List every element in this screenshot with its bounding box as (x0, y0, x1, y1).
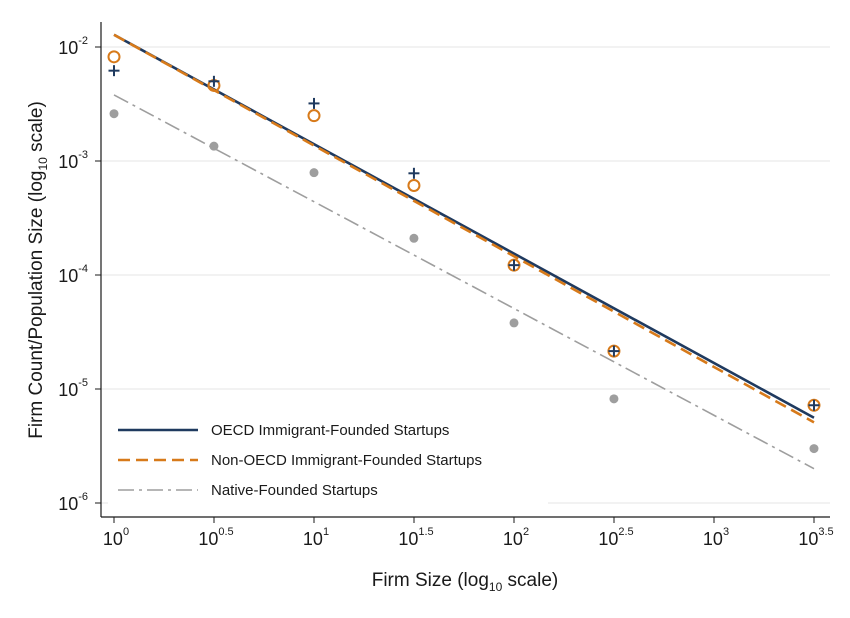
fit-line-circle (113, 33, 815, 424)
x-axis-title-sub: 10 (489, 580, 503, 594)
data-point-native (309, 168, 319, 178)
y-tick-base: 10 (58, 494, 78, 514)
data-point-non-oecd (307, 109, 321, 123)
data-point-native (809, 444, 819, 454)
y-tick-base: 10 (58, 38, 78, 58)
fit-lines (113, 33, 815, 470)
y-tick-exponent: -4 (78, 263, 88, 275)
y-tick-label: 10-4 (58, 263, 88, 286)
legend-label: Native-Founded Startups (211, 482, 378, 499)
x-tick-exponent: 2.5 (618, 526, 633, 538)
data-points (107, 50, 821, 454)
data-point-non-oecd (407, 178, 421, 192)
y-axis-title-sub: 10 (36, 157, 50, 171)
x-tick-base: 10 (303, 529, 323, 549)
data-point-native (609, 394, 619, 404)
data-point-oecd (408, 167, 420, 179)
x-tick-label: 100.5 (198, 526, 233, 549)
y-tick-label: 10-2 (58, 35, 88, 58)
y-tick-base: 10 (58, 266, 78, 286)
x-tick-base: 10 (598, 529, 618, 549)
y-axis-ticks: 10-210-310-410-510-6 (58, 35, 101, 514)
x-tick-exponent: 0.5 (218, 526, 233, 538)
x-tick-label: 101.5 (398, 526, 433, 549)
y-tick-exponent: -6 (78, 491, 88, 503)
legend-label: OECD Immigrant-Founded Startups (211, 422, 449, 439)
data-point-oecd (808, 399, 820, 411)
data-point-oecd (208, 75, 220, 87)
y-tick-base: 10 (58, 152, 78, 172)
x-tick-base: 10 (198, 529, 218, 549)
legend: OECD Immigrant-Founded Startups Non-OECD … (108, 412, 548, 507)
x-axis-title-part1: Firm Size (log (372, 570, 489, 591)
y-tick-exponent: -5 (78, 377, 88, 389)
data-point-native (409, 233, 419, 243)
x-tick-exponent: 3 (723, 526, 729, 538)
y-tick-exponent: -2 (78, 35, 88, 47)
legend-label: Non-OECD Immigrant-Founded Startups (211, 452, 482, 469)
x-tick-label: 102.5 (598, 526, 633, 549)
data-point-native (509, 318, 519, 328)
data-point-oecd (508, 259, 520, 271)
x-tick-exponent: 3.5 (818, 526, 833, 538)
x-tick-exponent: 1 (323, 526, 329, 538)
x-tick-base: 10 (703, 529, 723, 549)
data-point-non-oecd (107, 50, 121, 64)
y-tick-exponent: -3 (78, 149, 88, 161)
y-tick-base: 10 (58, 380, 78, 400)
x-tick-label: 103 (703, 526, 729, 549)
data-point-native (209, 141, 219, 151)
x-tick-base: 10 (103, 529, 123, 549)
y-tick-label: 10-5 (58, 377, 88, 400)
y-axis-title: Firm Count/Population Size (log10 scale) (26, 101, 50, 439)
fit-line-dot (113, 94, 815, 470)
x-tick-exponent: 0 (123, 526, 129, 538)
x-tick-base: 10 (503, 529, 523, 549)
x-tick-label: 101 (303, 526, 329, 549)
x-tick-exponent: 2 (523, 526, 529, 538)
y-axis-title-part1: Firm Count/Population Size (log (26, 171, 47, 439)
data-point-native (109, 109, 119, 119)
x-tick-exponent: 1.5 (418, 526, 433, 538)
y-tick-label: 10-6 (58, 491, 88, 514)
x-tick-label: 102 (503, 526, 529, 549)
x-axis-title-part2: scale) (502, 570, 558, 591)
x-tick-label: 100 (103, 526, 129, 549)
data-point-oecd (608, 345, 620, 357)
x-axis-title: Firm Size (log10 scale) (372, 570, 559, 594)
y-tick-label: 10-3 (58, 149, 88, 172)
data-point-oecd (308, 97, 320, 109)
x-tick-base: 10 (798, 529, 818, 549)
x-tick-label: 103.5 (798, 526, 833, 549)
axes (100, 22, 830, 518)
data-point-oecd (108, 65, 120, 77)
y-axis-title-part2: scale) (26, 101, 47, 157)
x-tick-base: 10 (398, 529, 418, 549)
x-axis-ticks: 100 100.5 101 101.5 102 102.5 103 103.5 (103, 517, 834, 549)
